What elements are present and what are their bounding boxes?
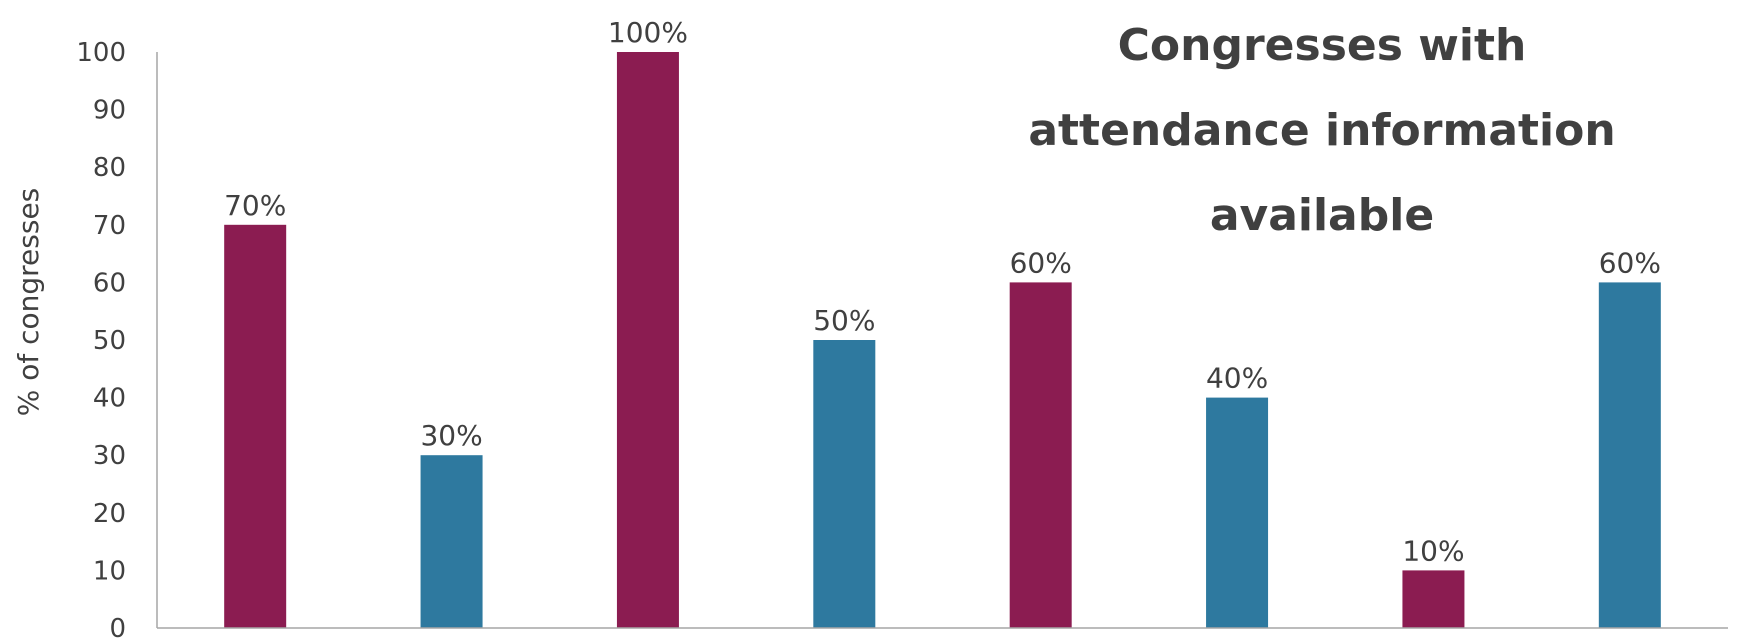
bar [813,340,876,628]
chart-title-line-3: available [1210,190,1434,241]
y-tick-label: 60 [93,268,126,298]
bar-data-label: 30% [420,419,482,452]
y-tick-label: 20 [93,499,126,529]
bar-data-label: 60% [1010,246,1072,279]
y-tick-label: 80 [93,153,126,183]
chart-title-line-1: Congresses with [1118,20,1527,71]
y-tick-label: 0 [109,614,126,642]
y-axis-ticks: 0 10 20 30 40 50 60 70 80 90 100 [76,38,126,642]
bar [1009,282,1072,628]
y-tick-label: 100 [76,38,126,68]
bar [616,52,679,628]
y-tick-label: 10 [93,556,126,586]
y-tick-label: 30 [93,441,126,471]
y-tick-label: 40 [93,384,126,414]
y-axis-title: % of congresses [12,188,45,417]
bar-data-label: 70% [224,189,286,222]
bar-data-label: 50% [813,304,875,337]
chart-title: Congresses with attendance information a… [1028,20,1615,241]
bar-data-label: 10% [1402,534,1464,567]
bar [420,455,483,628]
bar-data-label: 100% [608,16,688,49]
bar-data-label: 40% [1206,362,1268,395]
bar [224,224,287,629]
bar [1598,282,1661,628]
bar [1402,570,1465,628]
data-labels: 70% 30% 100% 50% 60% 40% 10% 60% [224,16,1661,567]
y-tick-label: 70 [93,211,126,241]
bar [1206,397,1269,628]
y-tick-label: 50 [93,326,126,356]
bar-data-label: 60% [1599,246,1661,279]
bars [224,52,1661,629]
y-tick-label: 90 [93,96,126,126]
chart-title-line-2: attendance information [1028,105,1615,156]
